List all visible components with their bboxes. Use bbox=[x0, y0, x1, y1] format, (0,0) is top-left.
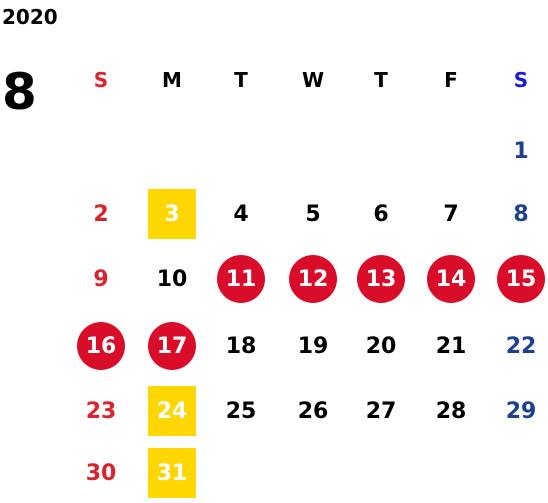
weekday-header-tuesday: T bbox=[234, 68, 248, 92]
day-number: 25 bbox=[225, 398, 257, 424]
day-cell-18[interactable]: 18 bbox=[215, 320, 267, 372]
day-number: 29 bbox=[505, 398, 537, 424]
day-number: 12 bbox=[297, 266, 329, 292]
day-number: 15 bbox=[505, 266, 537, 292]
day-number: 21 bbox=[435, 333, 467, 359]
day-cell-15[interactable]: 15 bbox=[495, 253, 547, 305]
day-cell-24[interactable]: 24 bbox=[146, 385, 198, 437]
day-number: 26 bbox=[297, 398, 329, 424]
day-cell-14[interactable]: 14 bbox=[425, 253, 477, 305]
day-cell-27[interactable]: 27 bbox=[355, 385, 407, 437]
day-cell-22[interactable]: 22 bbox=[495, 320, 547, 372]
day-cell-16[interactable]: 16 bbox=[75, 320, 127, 372]
day-number: 3 bbox=[164, 201, 180, 227]
day-number: 17 bbox=[156, 333, 188, 359]
day-number: 8 bbox=[513, 201, 529, 227]
day-cell-7[interactable]: 7 bbox=[425, 188, 477, 240]
day-cell-31[interactable]: 31 bbox=[146, 447, 198, 499]
day-cell-4[interactable]: 4 bbox=[215, 188, 267, 240]
day-cell-20[interactable]: 20 bbox=[355, 320, 407, 372]
calendar-month: 8 bbox=[2, 63, 37, 121]
day-number: 10 bbox=[156, 266, 188, 292]
day-number: 7 bbox=[443, 201, 459, 227]
day-number: 23 bbox=[85, 398, 117, 424]
weekday-header-thursday: T bbox=[374, 68, 388, 92]
day-cell-12[interactable]: 12 bbox=[287, 253, 339, 305]
day-cell-21[interactable]: 21 bbox=[425, 320, 477, 372]
day-cell-30[interactable]: 30 bbox=[75, 447, 127, 499]
day-number: 2 bbox=[93, 201, 109, 227]
day-number: 18 bbox=[225, 333, 257, 359]
day-cell-8[interactable]: 8 bbox=[495, 188, 547, 240]
day-number: 5 bbox=[305, 201, 321, 227]
day-cell-26[interactable]: 26 bbox=[287, 385, 339, 437]
day-number: 19 bbox=[297, 333, 329, 359]
day-cell-29[interactable]: 29 bbox=[495, 385, 547, 437]
day-number: 6 bbox=[373, 201, 389, 227]
day-number: 16 bbox=[85, 333, 117, 359]
weekday-header-sunday: S bbox=[93, 68, 109, 92]
day-number: 20 bbox=[365, 333, 397, 359]
day-cell-9[interactable]: 9 bbox=[75, 253, 127, 305]
day-cell-13[interactable]: 13 bbox=[355, 253, 407, 305]
day-number: 28 bbox=[435, 398, 467, 424]
day-number: 4 bbox=[233, 201, 249, 227]
day-cell-6[interactable]: 6 bbox=[355, 188, 407, 240]
calendar-year: 2020 bbox=[2, 5, 58, 29]
day-cell-19[interactable]: 19 bbox=[287, 320, 339, 372]
day-cell-25[interactable]: 25 bbox=[215, 385, 267, 437]
day-cell-3[interactable]: 3 bbox=[146, 188, 198, 240]
day-number: 24 bbox=[156, 398, 188, 424]
day-cell-11[interactable]: 11 bbox=[215, 253, 267, 305]
day-cell-2[interactable]: 2 bbox=[75, 188, 127, 240]
day-cell-17[interactable]: 17 bbox=[146, 320, 198, 372]
day-number: 9 bbox=[93, 266, 109, 292]
day-number: 22 bbox=[505, 333, 537, 359]
day-number: 13 bbox=[365, 266, 397, 292]
day-cell-28[interactable]: 28 bbox=[425, 385, 477, 437]
day-number: 11 bbox=[225, 266, 257, 292]
day-cell-10[interactable]: 10 bbox=[146, 253, 198, 305]
day-number: 27 bbox=[365, 398, 397, 424]
weekday-header-friday: F bbox=[444, 68, 458, 92]
day-number: 30 bbox=[85, 460, 117, 486]
day-number: 31 bbox=[156, 460, 188, 486]
weekday-header-saturday: S bbox=[513, 68, 529, 92]
weekday-header-wednesday: W bbox=[301, 68, 325, 92]
day-cell-1[interactable]: 1 bbox=[495, 125, 547, 177]
day-cell-5[interactable]: 5 bbox=[287, 188, 339, 240]
day-number: 1 bbox=[513, 138, 529, 164]
weekday-header-monday: M bbox=[162, 68, 182, 92]
day-number: 14 bbox=[435, 266, 467, 292]
day-cell-23[interactable]: 23 bbox=[75, 385, 127, 437]
